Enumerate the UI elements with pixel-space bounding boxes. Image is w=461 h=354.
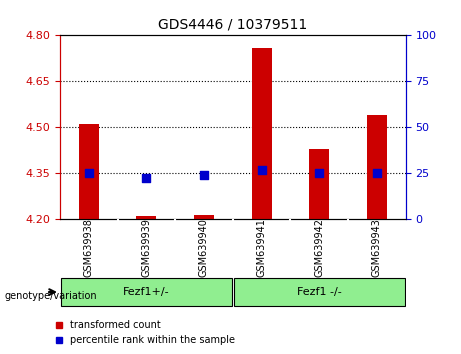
Text: Fezf1 -/-: Fezf1 -/- xyxy=(297,287,342,297)
Legend: transformed count, percentile rank within the sample: transformed count, percentile rank withi… xyxy=(51,316,239,349)
Text: GSM639938: GSM639938 xyxy=(84,218,94,277)
FancyBboxPatch shape xyxy=(234,278,405,306)
Point xyxy=(373,170,381,175)
Text: GSM639940: GSM639940 xyxy=(199,218,209,277)
Bar xyxy=(194,215,214,219)
Point xyxy=(85,171,92,176)
Point xyxy=(200,172,207,178)
Bar xyxy=(136,216,156,219)
FancyBboxPatch shape xyxy=(61,278,231,306)
Point xyxy=(142,175,150,181)
Bar xyxy=(79,124,99,219)
Point xyxy=(258,167,266,173)
Bar xyxy=(309,149,329,219)
Title: GDS4446 / 10379511: GDS4446 / 10379511 xyxy=(158,17,307,32)
Text: GSM639943: GSM639943 xyxy=(372,218,382,277)
Point xyxy=(315,171,323,176)
Text: GSM639942: GSM639942 xyxy=(314,218,324,277)
Text: GSM639939: GSM639939 xyxy=(142,218,151,277)
Bar xyxy=(252,48,272,219)
Text: Fezf1+/-: Fezf1+/- xyxy=(123,287,170,297)
Bar xyxy=(367,115,387,219)
Text: genotype/variation: genotype/variation xyxy=(5,291,97,301)
Text: GSM639941: GSM639941 xyxy=(257,218,266,277)
